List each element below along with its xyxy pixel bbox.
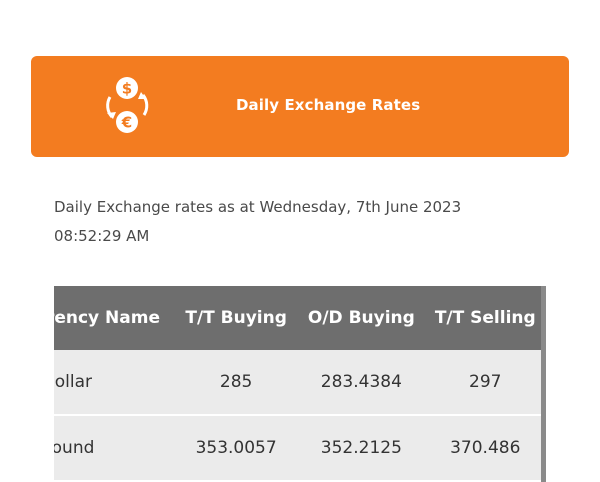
header-od-buying: O/D Buying xyxy=(298,286,425,350)
header-tt-buying: T/T Buying xyxy=(174,286,299,350)
table-header-row: Currency Name T/T Buying O/D Buying T/T … xyxy=(54,286,546,350)
cell-tt-selling: 370.486 xyxy=(424,414,546,480)
cell-currency-name: US Dollar xyxy=(54,350,175,415)
table-row: US Dollar 285 283.4384 297 xyxy=(54,350,546,415)
exchange-rates-table-container[interactable]: Currency Name T/T Buying O/D Buying T/T … xyxy=(54,286,546,482)
cell-tt-selling: 297 xyxy=(424,350,546,415)
svg-text:€: € xyxy=(121,114,132,132)
cell-od-buying: 283.4384 xyxy=(298,350,425,415)
banner-title: Daily Exchange Rates xyxy=(236,96,421,114)
cell-currency-name: UK Pound xyxy=(54,414,175,480)
cell-tt-buying: 285 xyxy=(174,350,299,415)
cell-tt-buying: 353.0057 xyxy=(174,414,299,480)
cell-od-buying: 352.2125 xyxy=(298,414,425,480)
exchange-rates-banner[interactable]: $ € Daily Exchange Rates xyxy=(31,56,569,157)
header-tt-selling: T/T Selling xyxy=(424,286,546,350)
table-scrollbar[interactable] xyxy=(541,286,546,482)
exchange-rates-table: Currency Name T/T Buying O/D Buying T/T … xyxy=(54,286,546,480)
rates-timestamp: Daily Exchange rates as at Wednesday, 7t… xyxy=(54,198,462,245)
table-row: UK Pound 353.0057 352.2125 370.486 xyxy=(54,414,546,480)
header-currency-name: Currency Name xyxy=(54,286,175,350)
currency-exchange-icon: $ € xyxy=(106,77,149,133)
svg-text:$: $ xyxy=(122,80,132,98)
